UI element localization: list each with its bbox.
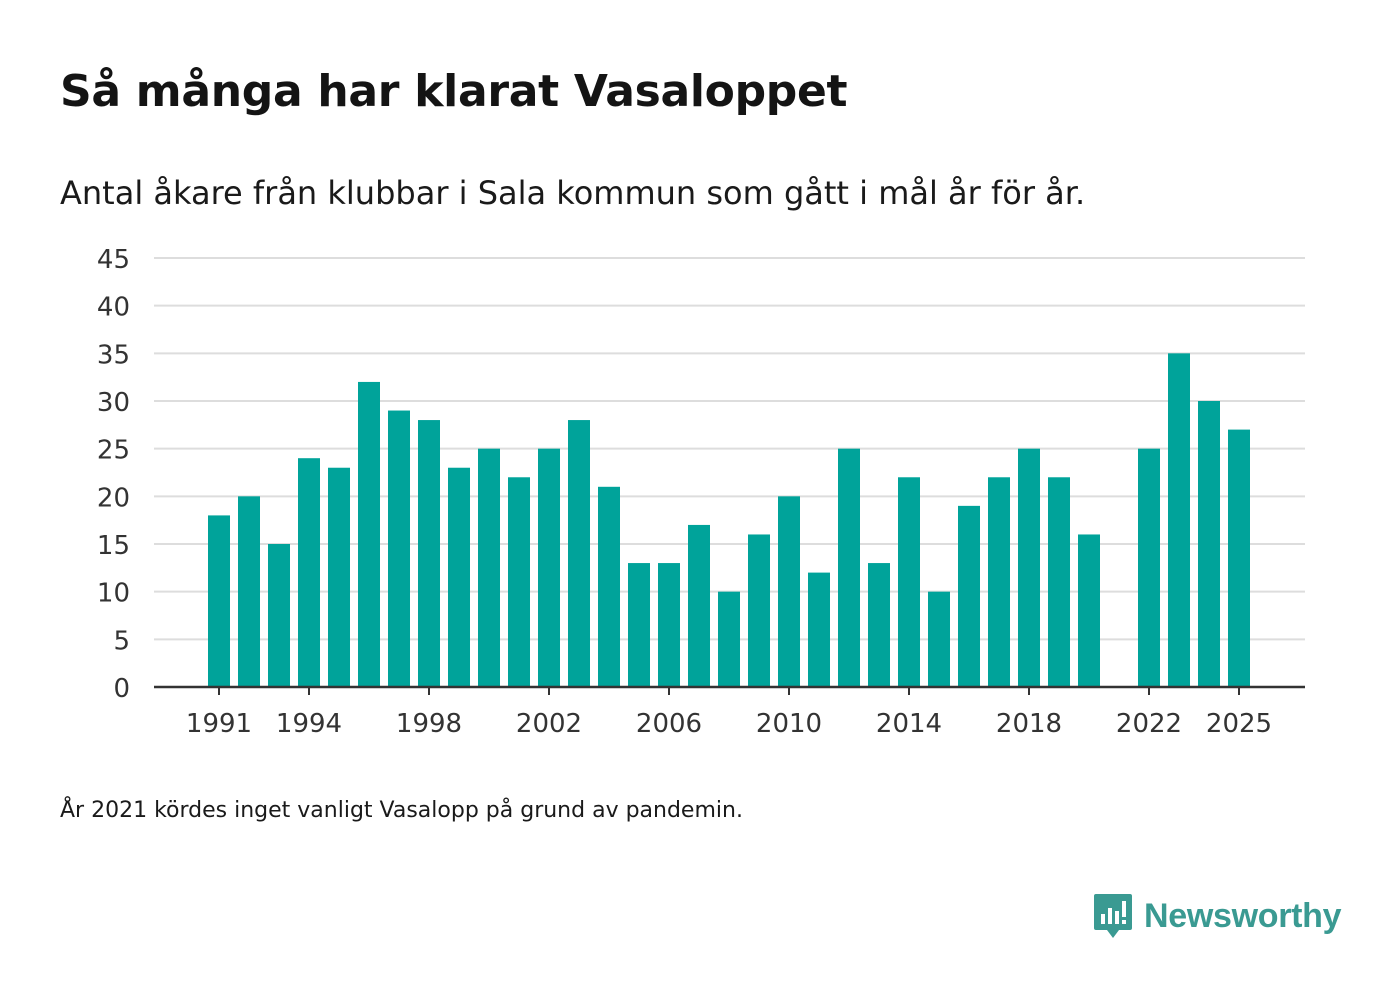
footnote: År 2021 kördes inget vanligt Vasalopp på… [60, 798, 743, 823]
bar-1991 [208, 515, 230, 687]
bar-2014 [898, 477, 920, 687]
y-tick-label: 5 [113, 626, 130, 656]
y-tick-label: 10 [97, 579, 130, 609]
bar-1995 [328, 467, 350, 687]
x-tick-label: 2022 [1116, 709, 1182, 739]
bar-2020 [1078, 534, 1100, 687]
x-axis: 1991 1994 1998 2002 2006 2010 2014 2018 2022 2025 [154, 685, 1305, 739]
y-tick-label: 0 [113, 674, 130, 704]
bar-2001 [508, 477, 530, 687]
bar-1996 [358, 381, 380, 687]
bar-2008 [718, 591, 740, 687]
x-tick-label: 2014 [876, 709, 942, 739]
brand-name: Newsworthy [1144, 896, 1342, 935]
bars [208, 353, 1250, 687]
bar-2010 [778, 496, 800, 687]
bar-2017 [988, 477, 1010, 687]
bar-2015 [928, 591, 950, 687]
bar-2024 [1198, 401, 1220, 687]
y-tick-label: 35 [97, 340, 130, 370]
bar-2022 [1138, 448, 1160, 687]
bar-2000 [478, 448, 500, 687]
bar-2004 [598, 486, 620, 687]
bar-1993 [268, 544, 290, 687]
x-tick-label: 2002 [516, 709, 582, 739]
chart-subtitle: Antal åkare från klubbar i Sala kommun s… [60, 174, 1086, 212]
bar-2019 [1048, 477, 1070, 687]
bar-1992 [238, 496, 260, 687]
y-tick-label: 25 [97, 436, 130, 466]
x-tick-label: 1991 [186, 709, 252, 739]
y-tick-label: 30 [97, 388, 130, 418]
bar-2009 [748, 534, 770, 687]
brand[interactable]: Newsworthy [1092, 892, 1342, 940]
bar-2003 [568, 420, 590, 687]
bar-2013 [868, 563, 890, 687]
bar-2023 [1168, 353, 1190, 687]
bar-1994 [298, 458, 320, 687]
bar-1999 [448, 467, 470, 687]
bar-2002 [538, 448, 560, 687]
y-tick-label: 45 [97, 245, 130, 275]
y-tick-label: 20 [97, 483, 130, 513]
bar-2025 [1228, 429, 1250, 687]
x-tick-label: 2025 [1206, 709, 1272, 739]
gridlines [154, 257, 1305, 641]
bar-2006 [658, 563, 680, 687]
y-tick-label: 40 [97, 293, 130, 323]
x-tick-label: 1998 [396, 709, 462, 739]
bar-2005 [628, 563, 650, 687]
y-axis-ticks: 0 5 10 15 20 25 30 35 40 45 [97, 245, 130, 704]
bar-2018 [1018, 448, 1040, 687]
chart-title: Så många har klarat Vasaloppet [60, 66, 848, 117]
bar-2016 [958, 505, 980, 687]
x-tick-label: 1994 [276, 709, 342, 739]
x-tick-label: 2010 [756, 709, 822, 739]
newsworthy-logo-icon [1094, 894, 1132, 938]
bar-2012 [838, 448, 860, 687]
bar-2007 [688, 524, 710, 687]
bar-1998 [418, 420, 440, 687]
bar-1997 [388, 410, 410, 687]
x-tick-label: 2006 [636, 709, 702, 739]
y-tick-label: 15 [97, 531, 130, 561]
x-tick-label: 2018 [996, 709, 1062, 739]
bar-2011 [808, 572, 830, 687]
